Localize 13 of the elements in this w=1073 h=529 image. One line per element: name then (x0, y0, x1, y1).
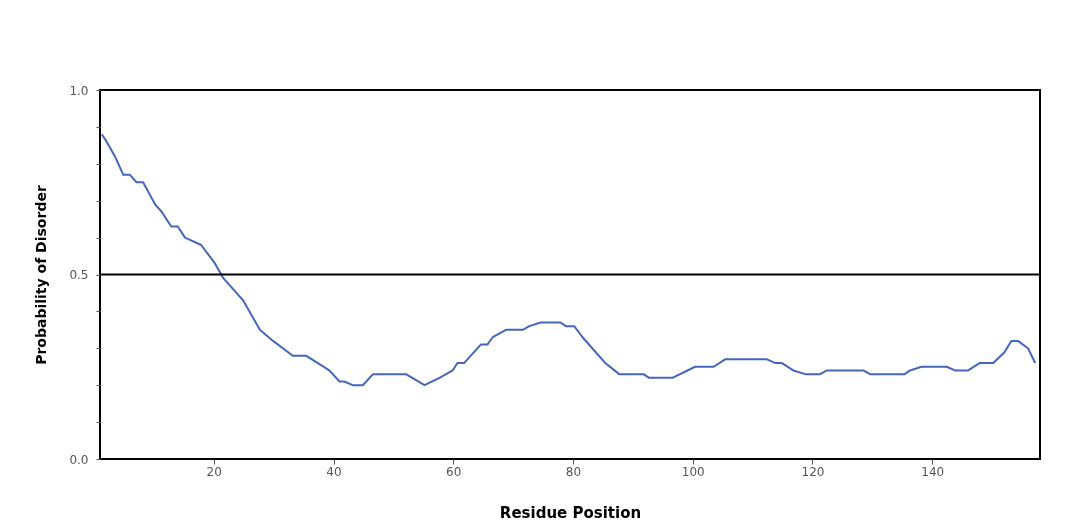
x-axis-title: Residue Position (499, 503, 642, 522)
y-tick-label: 0.0 (69, 452, 89, 467)
x-tick-label: 140 (921, 464, 945, 479)
x-tick-label: 100 (681, 464, 705, 479)
y-tick-label: 1.0 (69, 83, 89, 98)
y-axis-title: Probability of Disorder (33, 185, 50, 365)
x-tick-label: 60 (446, 464, 462, 479)
line-series (100, 133, 1037, 387)
x-tick-label: 20 (206, 464, 222, 479)
x-tick-label: 80 (565, 464, 582, 479)
x-tick-label: 40 (326, 464, 342, 479)
x-tick-label: 120 (801, 464, 825, 479)
y-tick-label: 0.5 (69, 268, 89, 282)
